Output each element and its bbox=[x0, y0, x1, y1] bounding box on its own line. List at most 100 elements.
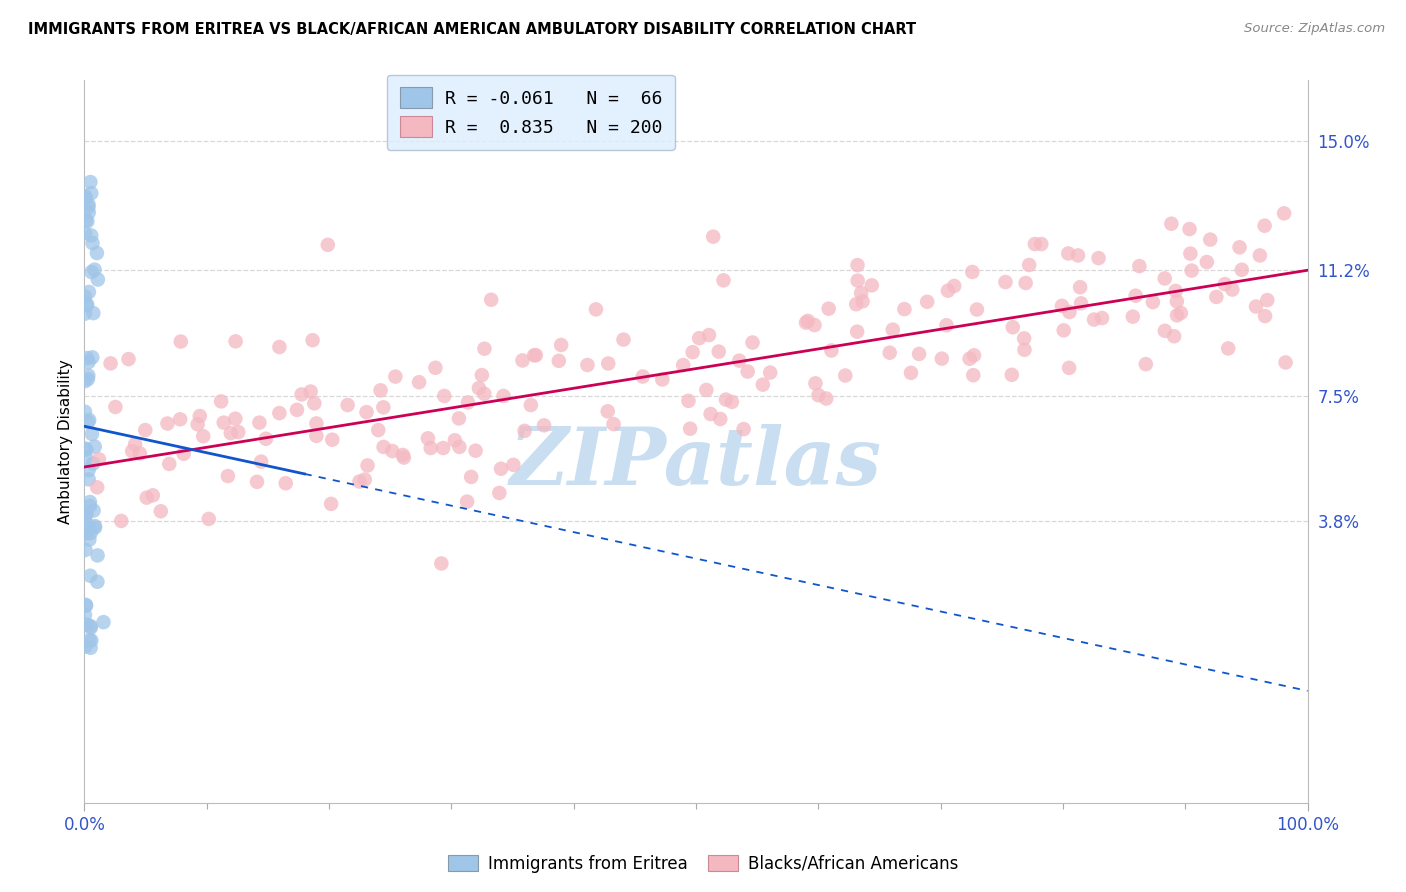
Point bbox=[367, 423, 389, 437]
Point bbox=[82, 236, 104, 251]
Point bbox=[1125, 289, 1147, 303]
Point bbox=[433, 389, 456, 403]
Point bbox=[1067, 248, 1090, 262]
Point bbox=[447, 411, 470, 425]
Point bbox=[86, 246, 108, 260]
Point bbox=[1135, 357, 1157, 371]
Point bbox=[935, 318, 957, 333]
Point bbox=[117, 352, 139, 367]
Point bbox=[226, 425, 249, 439]
Text: IMMIGRANTS FROM ERITREA VS BLACK/AFRICAN AMERICAN AMBULATORY DISABILITY CORRELAT: IMMIGRANTS FROM ERITREA VS BLACK/AFRICAN… bbox=[28, 22, 917, 37]
Point bbox=[936, 284, 959, 298]
Point bbox=[1166, 308, 1188, 322]
Text: ZIPatlas: ZIPatlas bbox=[510, 425, 882, 502]
Point bbox=[80, 621, 103, 635]
Point bbox=[254, 432, 277, 446]
Point bbox=[419, 441, 441, 455]
Y-axis label: Ambulatory Disability: Ambulatory Disability bbox=[58, 359, 73, 524]
Point bbox=[492, 389, 515, 403]
Point bbox=[1272, 206, 1295, 220]
Point bbox=[488, 486, 510, 500]
Point bbox=[87, 272, 110, 286]
Point bbox=[247, 416, 270, 430]
Point bbox=[73, 374, 96, 388]
Point bbox=[807, 388, 830, 402]
Point bbox=[1014, 276, 1036, 290]
Point bbox=[714, 392, 737, 407]
Point bbox=[100, 356, 122, 370]
Point bbox=[688, 331, 710, 345]
Point bbox=[75, 640, 97, 654]
Point bbox=[846, 274, 869, 288]
Point bbox=[75, 450, 97, 465]
Point bbox=[915, 294, 938, 309]
Point bbox=[1180, 246, 1202, 260]
Point bbox=[1244, 300, 1267, 314]
Point bbox=[80, 228, 103, 243]
Point bbox=[73, 307, 96, 321]
Point bbox=[301, 333, 323, 347]
Point bbox=[217, 469, 239, 483]
Point bbox=[1154, 324, 1177, 338]
Point bbox=[1069, 280, 1091, 294]
Point bbox=[73, 405, 96, 419]
Point bbox=[1254, 309, 1277, 323]
Point bbox=[75, 526, 97, 541]
Point bbox=[1195, 255, 1218, 269]
Point bbox=[77, 472, 100, 486]
Point bbox=[349, 475, 371, 489]
Point bbox=[73, 289, 96, 303]
Point bbox=[1229, 240, 1251, 254]
Point bbox=[79, 495, 101, 509]
Point bbox=[815, 392, 838, 406]
Point bbox=[80, 265, 103, 279]
Point bbox=[709, 412, 731, 426]
Point bbox=[1166, 294, 1188, 309]
Point bbox=[77, 205, 100, 219]
Point bbox=[77, 200, 100, 214]
Point bbox=[1213, 277, 1236, 292]
Legend: R = -0.061   N =  66, R =  0.835   N = 200: R = -0.061 N = 66, R = 0.835 N = 200 bbox=[387, 75, 675, 150]
Point bbox=[533, 418, 555, 433]
Point bbox=[84, 520, 107, 534]
Point bbox=[1024, 237, 1046, 252]
Point bbox=[430, 557, 453, 571]
Point bbox=[460, 470, 482, 484]
Point bbox=[1128, 259, 1150, 273]
Point bbox=[596, 404, 619, 418]
Point bbox=[679, 422, 702, 436]
Point bbox=[443, 434, 465, 448]
Point bbox=[678, 393, 700, 408]
Point bbox=[846, 325, 869, 339]
Point bbox=[1249, 248, 1271, 262]
Point bbox=[83, 503, 105, 517]
Point bbox=[86, 574, 108, 589]
Point bbox=[468, 381, 491, 395]
Point bbox=[305, 417, 328, 431]
Point bbox=[356, 458, 378, 473]
Point bbox=[246, 475, 269, 489]
Point bbox=[93, 615, 115, 630]
Point bbox=[110, 514, 132, 528]
Point bbox=[77, 368, 100, 383]
Point bbox=[893, 302, 915, 317]
Point bbox=[845, 297, 868, 311]
Point bbox=[752, 377, 775, 392]
Point bbox=[598, 357, 620, 371]
Point bbox=[456, 494, 478, 508]
Point bbox=[80, 633, 103, 648]
Point bbox=[741, 335, 763, 350]
Point bbox=[963, 348, 986, 362]
Point bbox=[846, 258, 869, 272]
Point bbox=[75, 213, 97, 227]
Point bbox=[121, 444, 143, 458]
Point bbox=[75, 191, 97, 205]
Point bbox=[77, 355, 100, 369]
Point bbox=[79, 526, 101, 541]
Point bbox=[169, 412, 191, 426]
Point bbox=[392, 450, 415, 465]
Point bbox=[79, 499, 101, 513]
Point bbox=[76, 507, 98, 521]
Point bbox=[1256, 293, 1278, 307]
Point bbox=[879, 345, 901, 359]
